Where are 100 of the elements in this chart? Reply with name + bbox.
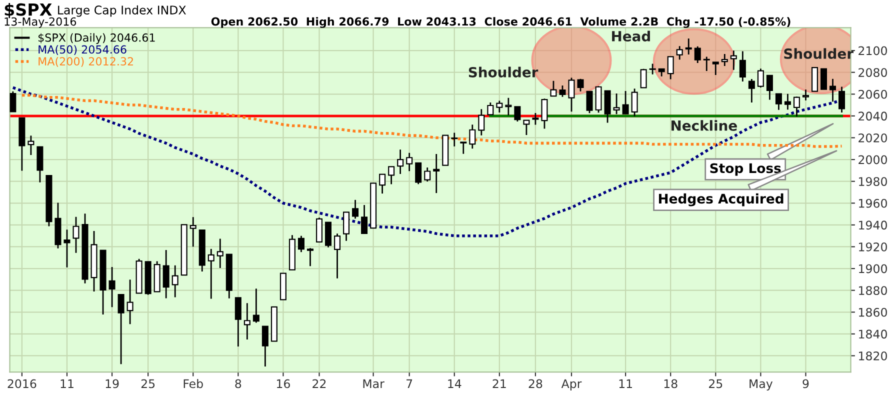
candlestick [532,112,539,126]
candlestick [775,93,782,111]
candlestick [829,78,836,102]
candlestick [451,132,458,148]
candlestick [72,216,80,254]
candlestick [550,80,557,97]
candlestick [730,50,737,71]
candlestick [262,326,268,368]
line-series [20,94,844,148]
candlestick [361,204,368,235]
candlestick [568,77,575,112]
candlestick [28,134,34,156]
candlestick [838,86,846,114]
x-tick-label: 14 [448,379,462,388]
y-tick-label: 1880 [859,286,887,295]
candlestick [244,302,250,340]
candlestick [298,235,304,253]
x-tick-label: 25 [141,379,155,388]
y-tick-label: 1920 [859,242,887,252]
y-tick-label: 2020 [858,133,887,142]
candlestick [306,247,314,267]
candlestick [343,211,350,242]
candlestick [523,120,530,136]
annotation: Head [612,30,650,42]
x-tick-label: 2016 [8,379,36,388]
candlestick [739,50,746,82]
candlestick [757,68,764,88]
x-tick-label: Mar [363,379,384,388]
candlestick [460,141,467,155]
annotation: Shoulder [468,66,538,78]
legend-label: MA(50) 2054.66 [38,45,126,55]
candlestick [162,249,170,299]
candlestick [324,222,332,248]
legend-label: MA(200) 2012.32 [38,56,133,67]
x-tick-label: Apr [561,379,582,390]
candlestick [802,88,809,102]
candlestick [622,90,629,115]
x-tick-label: 11 [619,379,632,388]
x-tick-label: 7 [406,379,412,388]
candlestick [811,67,818,92]
annotation: Open 2062.50 High 2066.79 Low 2043.13 Close 2046.61 Volume 2.2B Chg -17.50 (-0.85%) [211,17,790,28]
y-tick-label: 1900 [859,264,887,274]
candlestick [784,93,791,110]
y-tick-label: 1860 [859,308,887,317]
candlestick [712,61,719,76]
candlestick [559,84,566,98]
annotation: Shoulder [784,48,854,59]
candlestick [793,96,800,118]
annotation: Stop Loss [710,163,781,176]
candlestick [64,228,70,268]
candlestick [685,38,692,56]
legend-label: $SPX (Daily) 2046.61 [38,33,155,44]
candlestick [748,78,755,104]
candlestick [415,162,422,185]
candlestick [334,232,341,280]
y-tick-label: 2000 [858,155,887,164]
x-tick-label: May [750,379,773,390]
candlestick [433,153,440,194]
x-tick-label: 11 [60,379,74,388]
y-tick-label: 2060 [858,90,887,99]
candlestick [514,106,521,122]
candlestick [352,199,359,220]
candlestick [478,108,485,136]
candlestick [234,297,242,348]
y-tick-label: 2040 [858,112,887,121]
candlestick [216,238,224,269]
candlestick [108,266,116,308]
candlestick [469,124,476,150]
candlestick [820,68,828,90]
x-tick-label: 9 [802,379,809,388]
candlestick [10,90,16,113]
y-tick-label: 1840 [859,330,887,339]
candlestick [631,88,638,117]
candlestick [316,216,322,243]
candlestick [541,98,548,130]
x-tick-label: 28 [528,379,542,388]
candlestick [424,166,431,182]
candlestick [703,56,710,72]
x-tick-label: 21 [492,379,506,388]
x-tick-label: 16 [276,379,290,388]
candlestick [613,92,620,115]
candlestick [126,278,134,325]
y-tick-label: 1820 [859,351,887,360]
x-tick-label: 22 [312,379,326,388]
candlestick [36,146,44,184]
annotation: Hedges Acquired [658,193,784,206]
candlestick [496,100,503,114]
candlestick [505,97,512,116]
x-tick-label: 18 [664,379,678,388]
candlestick [577,78,584,92]
candlestick [676,45,683,60]
y-tick-label: 1940 [859,220,887,230]
candlestick [487,102,494,116]
candlestick [649,63,656,76]
candlestick [595,85,602,114]
y-tick-label: 2100 [858,46,887,56]
candlestick [252,288,260,324]
candlestick [667,56,674,80]
chart-title: $SPX [4,2,52,18]
candlestick [406,152,413,172]
